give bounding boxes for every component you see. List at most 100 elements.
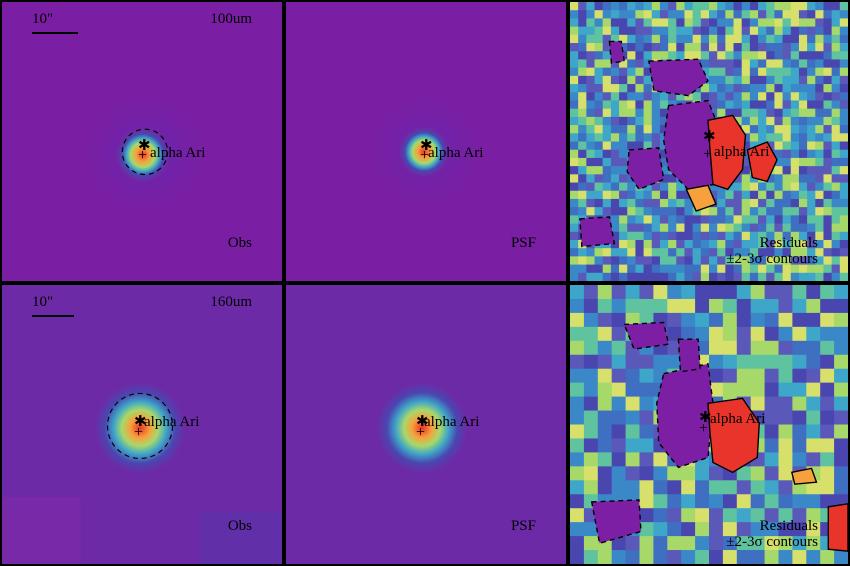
residual-pixel	[725, 2, 735, 11]
residual-pixel	[839, 182, 848, 192]
residual-pixel	[681, 508, 696, 523]
residual-pixel	[692, 215, 702, 225]
residual-pixel	[583, 312, 599, 328]
residual-pixel	[792, 396, 807, 412]
residual-pixel	[578, 272, 587, 281]
residual-pixel	[741, 272, 751, 281]
residual-pixel	[676, 34, 685, 44]
residual-pixel	[792, 382, 807, 398]
residual-pixel	[750, 298, 766, 314]
residual-pixel	[586, 174, 596, 184]
scale-bar-label: 10"	[32, 294, 54, 310]
residual-pixel	[774, 133, 784, 142]
residual-pixel	[741, 43, 751, 52]
residual-pixel	[831, 75, 841, 85]
residual-pixel	[610, 198, 620, 208]
residual-pixel	[586, 10, 596, 19]
residual-pixel	[643, 43, 653, 52]
residual-pixel	[764, 396, 779, 412]
residual-pixel	[709, 26, 718, 36]
residual-pixel	[741, 223, 751, 233]
residual-pixel	[643, 141, 653, 151]
residual-pixel	[619, 116, 628, 126]
residual-pixel	[815, 59, 824, 69]
residual-pixel	[578, 18, 587, 28]
residual-pixel	[570, 18, 579, 28]
residual-pixel	[602, 2, 612, 11]
residual-pixel	[758, 133, 767, 142]
residual-pixel	[578, 174, 587, 184]
residual-pixel	[586, 149, 596, 159]
residual-pixel	[733, 248, 743, 257]
residual-pixel	[627, 92, 636, 101]
residual-pixel	[659, 174, 669, 184]
cross-marker-icon: +	[134, 424, 144, 441]
residual-pixel	[792, 508, 807, 523]
residual-pixel	[831, 174, 841, 184]
residual-pixel	[831, 116, 841, 126]
residual-pixel	[635, 272, 645, 281]
residual-pixel	[594, 190, 604, 200]
residual-pixel	[736, 354, 752, 370]
residual-pixel	[578, 157, 587, 167]
residual-pixel	[782, 67, 792, 77]
residual-pixel	[709, 368, 724, 384]
residual-contour	[662, 99, 717, 191]
residual-pixel	[717, 239, 726, 249]
residual-pixel	[692, 239, 702, 249]
residual-pixel	[758, 26, 767, 36]
residual-pixel	[610, 223, 620, 233]
residual-pixel	[643, 223, 653, 233]
residual-pixel	[717, 34, 726, 44]
residual-pixel	[758, 59, 767, 69]
residual-pixel	[774, 215, 784, 225]
residual-pixel	[700, 2, 710, 11]
residual-pixel	[790, 223, 800, 233]
residual-pixel	[570, 141, 579, 151]
residual-pixel	[659, 198, 669, 208]
residual-pixel	[692, 248, 702, 257]
residual-pixel	[807, 67, 816, 77]
residual-pixel	[831, 272, 841, 281]
residual-pixel	[667, 298, 682, 314]
residual-pixel	[717, 75, 726, 85]
residual-pixel	[651, 272, 661, 281]
axis-tick-30: 30	[284, 46, 287, 54]
residual-pixel	[725, 231, 735, 241]
residual-pixel	[570, 522, 585, 537]
residual-pixel	[807, 264, 816, 274]
residual-pixel	[570, 34, 579, 44]
residual-pixel	[619, 133, 628, 142]
residual-pixel	[578, 198, 587, 208]
residual-pixel	[790, 149, 800, 159]
residual-pixel	[774, 239, 784, 249]
residual-pixel	[792, 438, 807, 453]
residual-pixel	[635, 108, 645, 118]
residual-pixel	[778, 410, 793, 425]
residual-pixel	[782, 174, 792, 184]
residual-pixel	[790, 100, 800, 110]
residual-pixel	[807, 239, 816, 249]
residual-pixel	[749, 43, 759, 52]
residual-pixel	[635, 264, 645, 274]
residual-pixel	[570, 108, 579, 118]
residual-pixel	[570, 424, 585, 439]
residual-pixel	[782, 166, 792, 175]
residual-pixel	[594, 92, 604, 101]
residual-pixel	[839, 231, 848, 241]
residual-pixel	[774, 264, 784, 274]
residual-pixel	[610, 231, 620, 241]
residual-pixel	[749, 108, 759, 118]
residual-pixel	[643, 198, 653, 208]
residual-pixel	[676, 182, 685, 192]
residual-pixel	[766, 264, 775, 274]
residual-pixel	[782, 198, 792, 208]
residual-pixel	[790, 207, 800, 216]
residual-pixel	[625, 536, 640, 551]
residual-pixel	[611, 396, 627, 412]
residual-pixel	[764, 354, 779, 370]
residual-pixel	[834, 438, 848, 453]
residual-pixel	[619, 26, 628, 36]
residual-pixel	[570, 174, 579, 184]
residual-pixel	[834, 298, 848, 314]
